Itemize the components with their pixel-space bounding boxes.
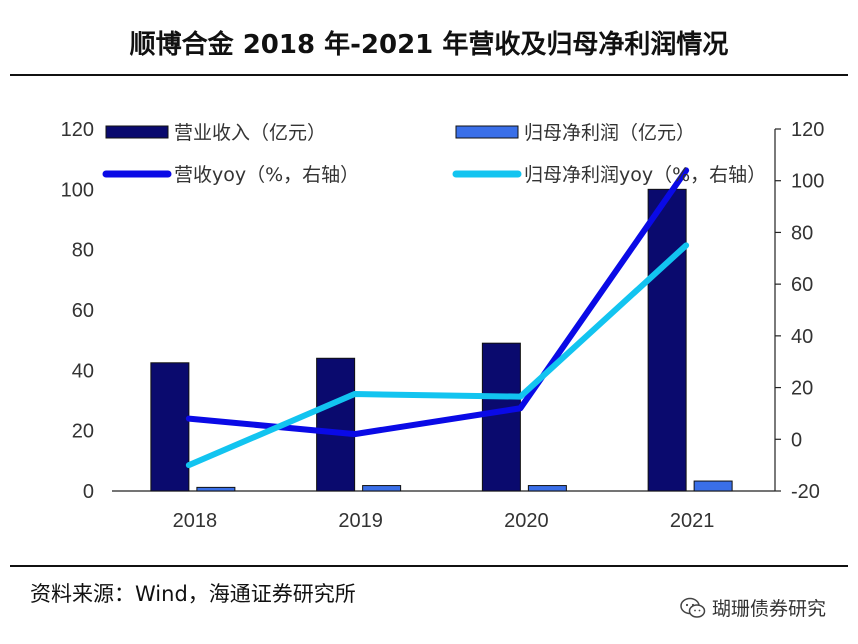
- right-axis-tick-label: 20: [791, 378, 813, 400]
- right-axis-tick-label: 100: [791, 171, 824, 193]
- x-axis-tick-label: 2021: [670, 510, 715, 532]
- lines: [185, 167, 690, 469]
- left-axis-tick-label: 0: [83, 481, 94, 503]
- bar-revenue-2020: [481, 342, 521, 492]
- left-axis-tick-label: 40: [72, 360, 94, 382]
- left-axis-tick-label: 20: [72, 421, 94, 443]
- title-divider: [10, 74, 848, 76]
- legend: 营业收入（亿元） 归母净利润（亿元） 营收yoy（%，右轴） 归母净利润yoy（%，右…: [102, 122, 766, 186]
- line-net-profit-yoy: [185, 242, 690, 469]
- left-axis-tick-label: 100: [61, 179, 94, 201]
- bar-net-profit-2018: [196, 486, 236, 492]
- left-axis-tick-label: 60: [72, 300, 94, 322]
- right-axis-tick-label: 120: [791, 119, 824, 141]
- right-axis-tick-label: -20: [791, 481, 820, 503]
- right-axis-tick-label: 0: [791, 429, 802, 451]
- bars: [150, 188, 733, 492]
- bar-net-profit-2021: [693, 480, 733, 492]
- bar-line-chart: 0 20 40 60 80 100 120 -20 0 20 40 60 80 100 120 2018 201…: [61, 119, 825, 532]
- bar-revenue-2021: [647, 188, 687, 492]
- legend-label-1: 归母净利润（亿元）: [524, 122, 695, 144]
- watermark-text: 瑚珊债券研究: [712, 598, 827, 620]
- bar-revenue-2018: [150, 362, 190, 492]
- source-divider: [10, 565, 848, 567]
- right-axis-tick-label: 80: [791, 222, 813, 244]
- legend-label-0: 营业收入（亿元）: [174, 122, 326, 144]
- watermark: 瑚珊债券研究: [680, 594, 826, 621]
- x-axis-tick-label: 2018: [173, 510, 218, 532]
- source-note: 资料来源：Wind，海通证券研究所: [30, 582, 356, 606]
- legend-label-2: 营收yoy（%，右轴）: [174, 164, 359, 186]
- right-axis-tick-label: 60: [791, 274, 813, 296]
- left-axis-tick-label: 80: [72, 240, 94, 262]
- legend-swatch-1: [455, 125, 519, 139]
- chart-title: 顺博合金 2018 年-2021 年营收及归母净利润情况: [129, 30, 729, 60]
- legend-swatch-0: [105, 125, 169, 139]
- x-axis-tick-label: 2019: [338, 510, 383, 532]
- right-axis-tick-label: 40: [791, 326, 813, 348]
- axes: 0 20 40 60 80 100 120 -20 0 20 40 60 80 100 120 2018 201…: [61, 119, 825, 532]
- x-axis-tick-label: 2020: [504, 510, 549, 532]
- wechat-icon: [680, 597, 706, 618]
- left-axis-tick-label: 120: [61, 119, 94, 141]
- bar-net-profit-2019: [362, 485, 402, 492]
- bar-net-profit-2020: [527, 485, 567, 492]
- bar-revenue-2019: [316, 357, 356, 492]
- legend-label-3: 归母净利润yoy（%，右轴）: [524, 164, 766, 186]
